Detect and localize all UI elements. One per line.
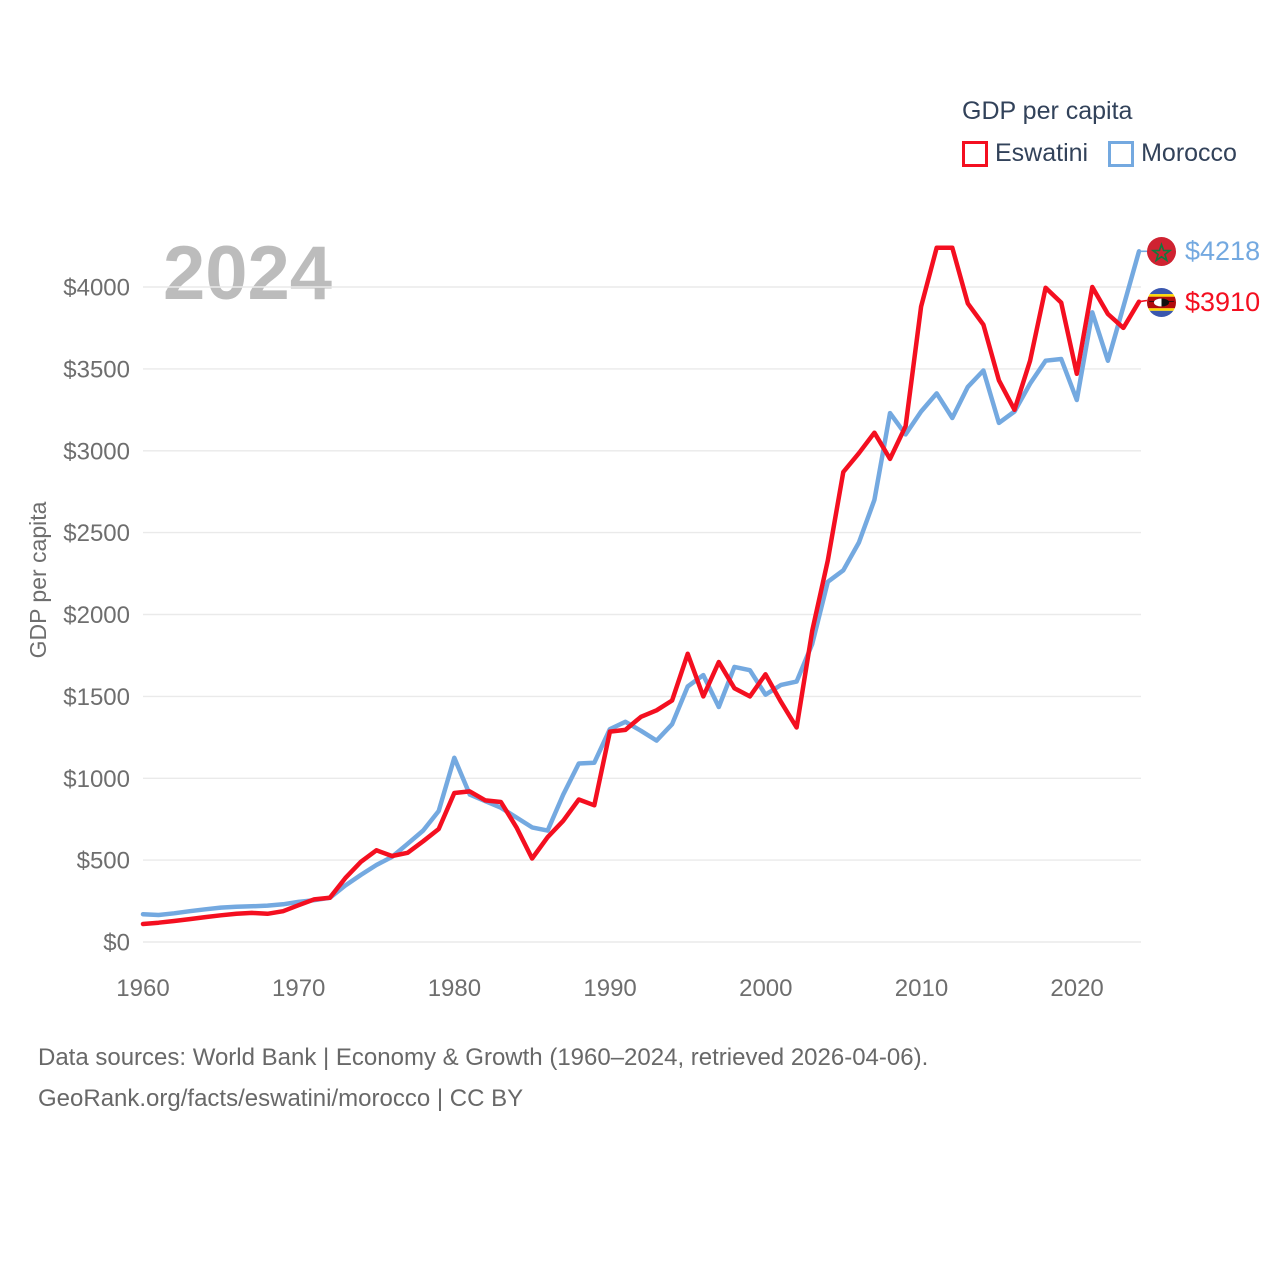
y-tick-label: $2500 (63, 520, 130, 547)
y-tick-label: $500 (77, 848, 130, 875)
x-tick-label: 2020 (1050, 975, 1103, 1002)
x-tick-label: 2000 (739, 975, 792, 1002)
legend-item-label: Morocco (1141, 139, 1237, 167)
legend-item-morocco[interactable]: Morocco (1108, 139, 1237, 168)
y-tick-label: $1500 (63, 684, 130, 711)
legend: GDP per capita Eswatini Morocco (962, 97, 1237, 168)
morocco-end-label: $4218 (1147, 236, 1260, 267)
y-tick-label: $2000 (63, 602, 130, 629)
morocco-flag-icon (1147, 237, 1176, 266)
caption-url: GeoRank.org/facts/eswatini/morocco | CC … (38, 1085, 524, 1112)
eswatini-swatch-icon (962, 140, 988, 167)
y-tick-label: $0 (103, 930, 130, 957)
eswatini-end-value: $3910 (1185, 287, 1261, 317)
legend-item-label: Eswatini (995, 139, 1089, 167)
eswatini-line[interactable] (140, 245, 1142, 927)
x-tick-label: 1990 (583, 975, 636, 1002)
eswatini-label-connector (1138, 299, 1148, 303)
eswatini-flag-icon (1147, 288, 1176, 317)
morocco-end-value: $4218 (1185, 236, 1261, 266)
y-tick-label: $1000 (63, 766, 130, 793)
y-axis-title: GDP per capita (25, 501, 51, 658)
y-tick-label: $3000 (63, 438, 130, 465)
legend-title: GDP per capita (962, 97, 1133, 125)
legend-item-eswatini[interactable]: Eswatini (962, 139, 1088, 168)
x-axis: 1960 1970 1980 1990 2000 2010 2020 (116, 975, 1103, 1002)
y-tick-label: $3500 (63, 356, 130, 383)
year-watermark: 2024 (163, 231, 333, 316)
gridlines (143, 286, 1141, 943)
y-axis: $0 $500 $1000 $1500 $2000 $2500 $3000 $3… (63, 275, 130, 957)
morocco-swatch-icon (1108, 140, 1135, 167)
caption-sources: Data sources: World Bank | Economy & Gro… (38, 1044, 929, 1071)
x-tick-label: 2010 (895, 975, 948, 1002)
x-tick-label: 1960 (116, 975, 169, 1002)
x-tick-label: 1970 (272, 975, 325, 1002)
x-tick-label: 1980 (428, 975, 481, 1002)
caption: Data sources: World Bank | Economy & Gro… (38, 1037, 928, 1119)
y-tick-label: $4000 (63, 275, 130, 302)
eswatini-end-label: $3910 (1147, 287, 1260, 318)
